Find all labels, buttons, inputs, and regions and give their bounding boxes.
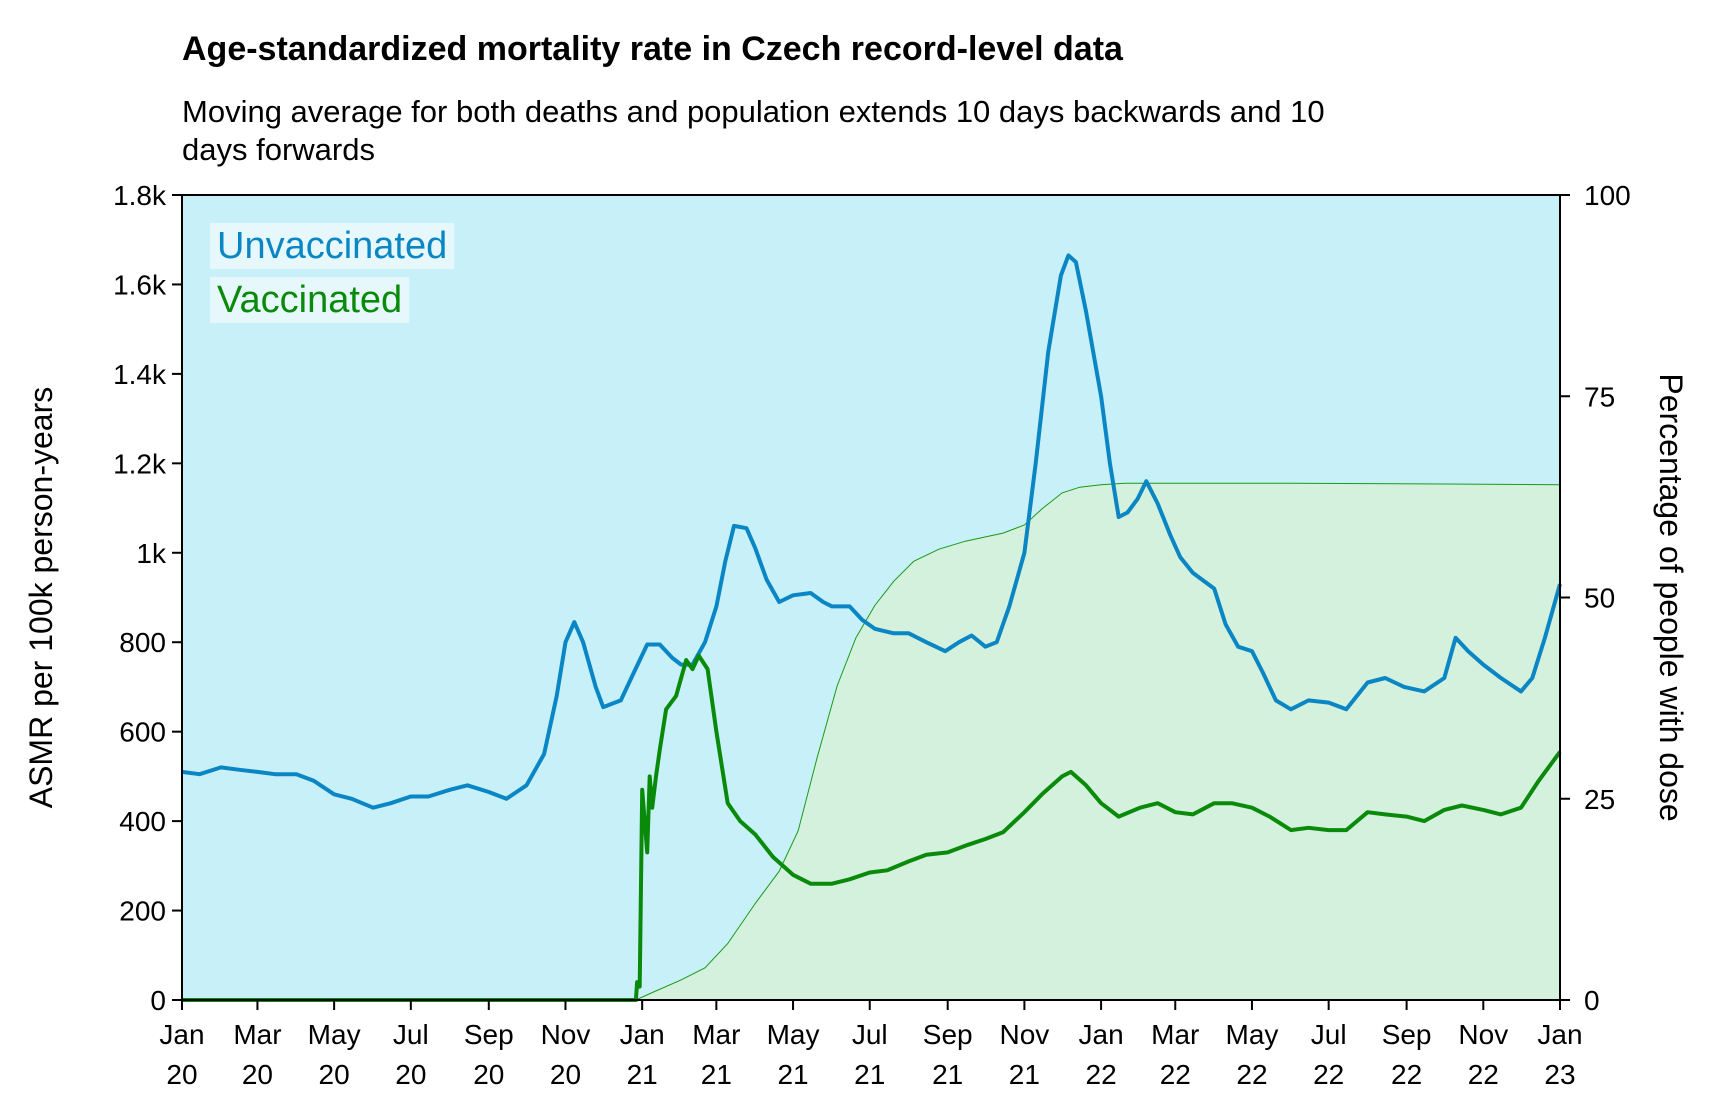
x-tick-year-label: 20 <box>550 1059 581 1090</box>
legend-entry-background-unvaccinated <box>210 223 455 269</box>
right-y-axis: 0 25 50 75 100 <box>1560 180 1631 1016</box>
series-line-vaccinated <box>182 653 1562 1002</box>
x-tick-year-label: 22 <box>1313 1059 1344 1090</box>
right-y-axis-label: Percentage of people with dose <box>1653 373 1689 821</box>
x-tick-month-label: Sep <box>464 1019 514 1050</box>
x-tick-month-label: Jan <box>1537 1019 1582 1050</box>
x-tick-month-label: Jan <box>620 1019 665 1050</box>
x-tick-year-label: 20 <box>473 1059 504 1090</box>
x-tick-year-label: 23 <box>1544 1059 1575 1090</box>
x-tick-month-label: Nov <box>1458 1019 1508 1050</box>
left-y-tick-label: 600 <box>119 717 166 748</box>
x-tick-year-label: 20 <box>166 1059 197 1090</box>
vaccination-coverage-area <box>182 483 1560 1000</box>
legend: Unvaccinated Vaccinated <box>210 223 455 323</box>
left-y-tick-label: 1.6k <box>113 269 167 300</box>
x-tick-year-label: 22 <box>1391 1059 1422 1090</box>
x-tick-year-label: 21 <box>777 1059 808 1090</box>
x-tick-year-label: 21 <box>701 1059 732 1090</box>
x-tick-year-label: 22 <box>1160 1059 1191 1090</box>
x-tick-year-label: 20 <box>319 1059 350 1090</box>
legend-entry-background-vaccinated <box>210 277 410 323</box>
right-y-tick-label: 50 <box>1584 583 1615 614</box>
x-tick-month-label: Jan <box>1079 1019 1124 1050</box>
x-tick-year-label: 21 <box>932 1059 963 1090</box>
legend-entry-vaccinated: Vaccinated <box>217 279 402 321</box>
x-tick-month-label: May <box>1226 1019 1279 1050</box>
left-y-axis-label: ASMR per 100k person-years <box>23 387 59 809</box>
x-tick-month-label: Jan <box>159 1019 204 1050</box>
x-tick-month-label: Sep <box>923 1019 973 1050</box>
left-y-tick-label: 200 <box>119 896 166 927</box>
x-tick-month-label: Jul <box>393 1019 429 1050</box>
right-y-tick-label: 0 <box>1584 985 1600 1016</box>
right-y-tick-label: 75 <box>1584 381 1615 412</box>
left-y-tick-label: 400 <box>119 806 166 837</box>
x-tick-month-label: Mar <box>692 1019 740 1050</box>
x-tick-year-label: 20 <box>242 1059 273 1090</box>
x-tick-month-label: Sep <box>1382 1019 1432 1050</box>
x-tick-month-label: Mar <box>233 1019 281 1050</box>
chart-subtitle-line-2: days forwards <box>182 132 375 167</box>
x-tick-year-label: 20 <box>395 1059 426 1090</box>
x-tick-month-label: May <box>308 1019 361 1050</box>
x-tick-month-label: Mar <box>1151 1019 1199 1050</box>
x-tick-month-label: Nov <box>999 1019 1049 1050</box>
x-tick-month-label: Jul <box>852 1019 888 1050</box>
right-y-tick-label: 25 <box>1584 784 1615 815</box>
x-tick-month-label: Jul <box>1311 1019 1347 1050</box>
x-tick-month-label: Nov <box>541 1019 591 1050</box>
x-tick-year-label: 22 <box>1468 1059 1499 1090</box>
left-y-tick-label: 1.8k <box>113 180 167 211</box>
x-tick-month-label: May <box>767 1019 820 1050</box>
x-tick-year-label: 21 <box>1009 1059 1040 1090</box>
legend-entry-unvaccinated: Unvaccinated <box>217 225 447 267</box>
left-y-tick-label: 800 <box>119 627 166 658</box>
series-line-unvaccinated <box>181 253 1562 810</box>
x-tick-year-label: 21 <box>854 1059 885 1090</box>
right-y-tick-label: 100 <box>1584 180 1631 211</box>
x-tick-year-label: 22 <box>1086 1059 1117 1090</box>
left-y-tick-label: 1.4k <box>113 359 167 390</box>
left-y-tick-label: 0 <box>150 985 166 1016</box>
left-y-axis: 0 200 400 600 800 1k 1.2k 1.4k 1.6k 1.8k <box>113 180 182 1016</box>
chart-subtitle-line-1: Moving average for both deaths and popul… <box>182 94 1325 129</box>
left-y-tick-label: 1.2k <box>113 448 167 479</box>
x-tick-year-label: 22 <box>1236 1059 1267 1090</box>
chart-title: Age-standardized mortality rate in Czech… <box>182 30 1124 68</box>
left-y-tick-label: 1k <box>136 538 167 569</box>
x-tick-year-label: 21 <box>627 1059 658 1090</box>
x-axis: Jan 20 Mar 20 May 20 Jul 20 Sep 20 Nov 20 Jan 21 Mar 21… <box>159 1000 1583 1090</box>
